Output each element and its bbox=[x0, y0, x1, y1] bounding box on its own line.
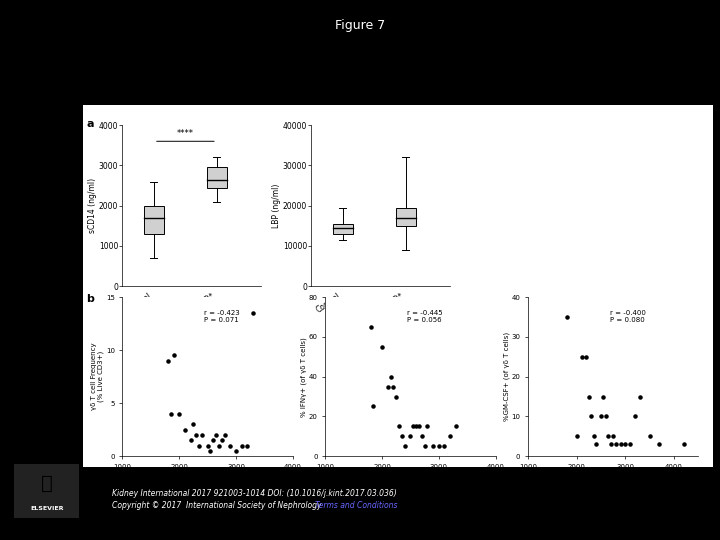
Point bbox=[571, 432, 582, 441]
Point bbox=[615, 440, 626, 449]
Point bbox=[393, 422, 405, 431]
Y-axis label: % IFNγ+ (of γδ T cells): % IFNγ+ (of γδ T cells) bbox=[301, 337, 307, 416]
Point bbox=[450, 422, 462, 431]
Point bbox=[242, 441, 253, 450]
Point bbox=[438, 442, 450, 450]
Text: r = -0.400
P = 0.080: r = -0.400 P = 0.080 bbox=[610, 310, 646, 323]
Point bbox=[583, 392, 595, 401]
X-axis label: sCD14 (ng/ml): sCD14 (ng/ml) bbox=[588, 471, 639, 478]
Point bbox=[629, 412, 641, 421]
Point bbox=[191, 431, 202, 440]
Text: a: a bbox=[86, 119, 94, 129]
Point bbox=[608, 432, 619, 441]
Point bbox=[590, 440, 602, 449]
Point bbox=[162, 356, 174, 365]
Point bbox=[644, 432, 655, 441]
Point bbox=[416, 432, 428, 441]
Point bbox=[202, 441, 213, 450]
Point bbox=[216, 436, 228, 444]
Point bbox=[390, 392, 402, 401]
Point bbox=[610, 440, 621, 449]
Point bbox=[377, 342, 388, 351]
Point bbox=[444, 432, 456, 441]
Bar bbox=[144, 206, 164, 234]
Point bbox=[433, 442, 444, 450]
Bar bbox=[333, 224, 353, 234]
Point bbox=[230, 447, 242, 455]
Point bbox=[585, 412, 597, 421]
X-axis label: sCD14 (ng/ml): sCD14 (ng/ml) bbox=[385, 471, 436, 478]
Point bbox=[620, 440, 631, 449]
Point bbox=[605, 440, 616, 449]
Point bbox=[561, 313, 572, 321]
Point bbox=[236, 441, 248, 450]
Point bbox=[576, 353, 588, 361]
Point bbox=[204, 447, 216, 455]
Text: b: b bbox=[86, 294, 94, 305]
Text: Figure 7: Figure 7 bbox=[335, 19, 385, 32]
Point bbox=[413, 422, 425, 431]
Point bbox=[580, 353, 592, 361]
Point bbox=[185, 436, 197, 444]
Point bbox=[196, 431, 207, 440]
Bar bbox=[396, 208, 416, 226]
Y-axis label: sCD14 (ng/ml): sCD14 (ng/ml) bbox=[89, 178, 97, 233]
Point bbox=[634, 392, 646, 401]
Y-axis label: LBP (ng/ml): LBP (ng/ml) bbox=[272, 184, 282, 228]
Point bbox=[247, 309, 258, 318]
Point bbox=[408, 422, 419, 431]
Point bbox=[174, 409, 185, 418]
Point bbox=[419, 442, 431, 450]
Point bbox=[428, 442, 439, 450]
Point bbox=[165, 409, 176, 418]
Point bbox=[595, 412, 607, 421]
Point bbox=[365, 322, 377, 331]
Point bbox=[194, 441, 205, 450]
Point bbox=[210, 431, 222, 440]
Point bbox=[588, 432, 600, 441]
Point bbox=[207, 436, 219, 444]
Text: r = -0.445
P = 0.056: r = -0.445 P = 0.056 bbox=[407, 310, 443, 323]
Point bbox=[678, 440, 690, 449]
Point bbox=[422, 422, 433, 431]
Text: Terms and Conditions: Terms and Conditions bbox=[315, 501, 397, 510]
X-axis label: sCD14 (ng/ml): sCD14 (ng/ml) bbox=[182, 471, 233, 478]
Text: r = -0.423
P = 0.071: r = -0.423 P = 0.071 bbox=[204, 310, 240, 323]
Point bbox=[387, 382, 399, 391]
Point bbox=[368, 402, 379, 411]
Point bbox=[654, 440, 665, 449]
Text: ****: **** bbox=[177, 129, 194, 138]
Text: 🦁: 🦁 bbox=[41, 474, 53, 493]
Point bbox=[396, 432, 408, 441]
Point bbox=[603, 432, 614, 441]
Y-axis label: γδ T cell Frequency
(% Live CD3+): γδ T cell Frequency (% Live CD3+) bbox=[91, 343, 104, 410]
Point bbox=[168, 351, 179, 360]
Point bbox=[399, 442, 410, 450]
Point bbox=[225, 441, 236, 450]
Point bbox=[219, 431, 230, 440]
Text: Copyright © 2017  International Society of Nephrology: Copyright © 2017 International Society o… bbox=[112, 501, 323, 510]
Point bbox=[179, 426, 191, 434]
Y-axis label: %GM-CSF+ (of γδ T cells): %GM-CSF+ (of γδ T cells) bbox=[503, 332, 510, 421]
Text: Kidney International 2017 921003-1014 DOI: (10.1016/j.kint.2017.03.036): Kidney International 2017 921003-1014 DO… bbox=[112, 489, 396, 498]
Text: ELSEVIER: ELSEVIER bbox=[30, 506, 63, 511]
Point bbox=[600, 412, 612, 421]
Point bbox=[598, 392, 609, 401]
Point bbox=[410, 422, 422, 431]
Point bbox=[188, 420, 199, 429]
Point bbox=[384, 373, 396, 381]
Point bbox=[213, 441, 225, 450]
Bar bbox=[207, 167, 227, 187]
Point bbox=[405, 432, 416, 441]
Point bbox=[624, 440, 636, 449]
Point bbox=[382, 382, 393, 391]
